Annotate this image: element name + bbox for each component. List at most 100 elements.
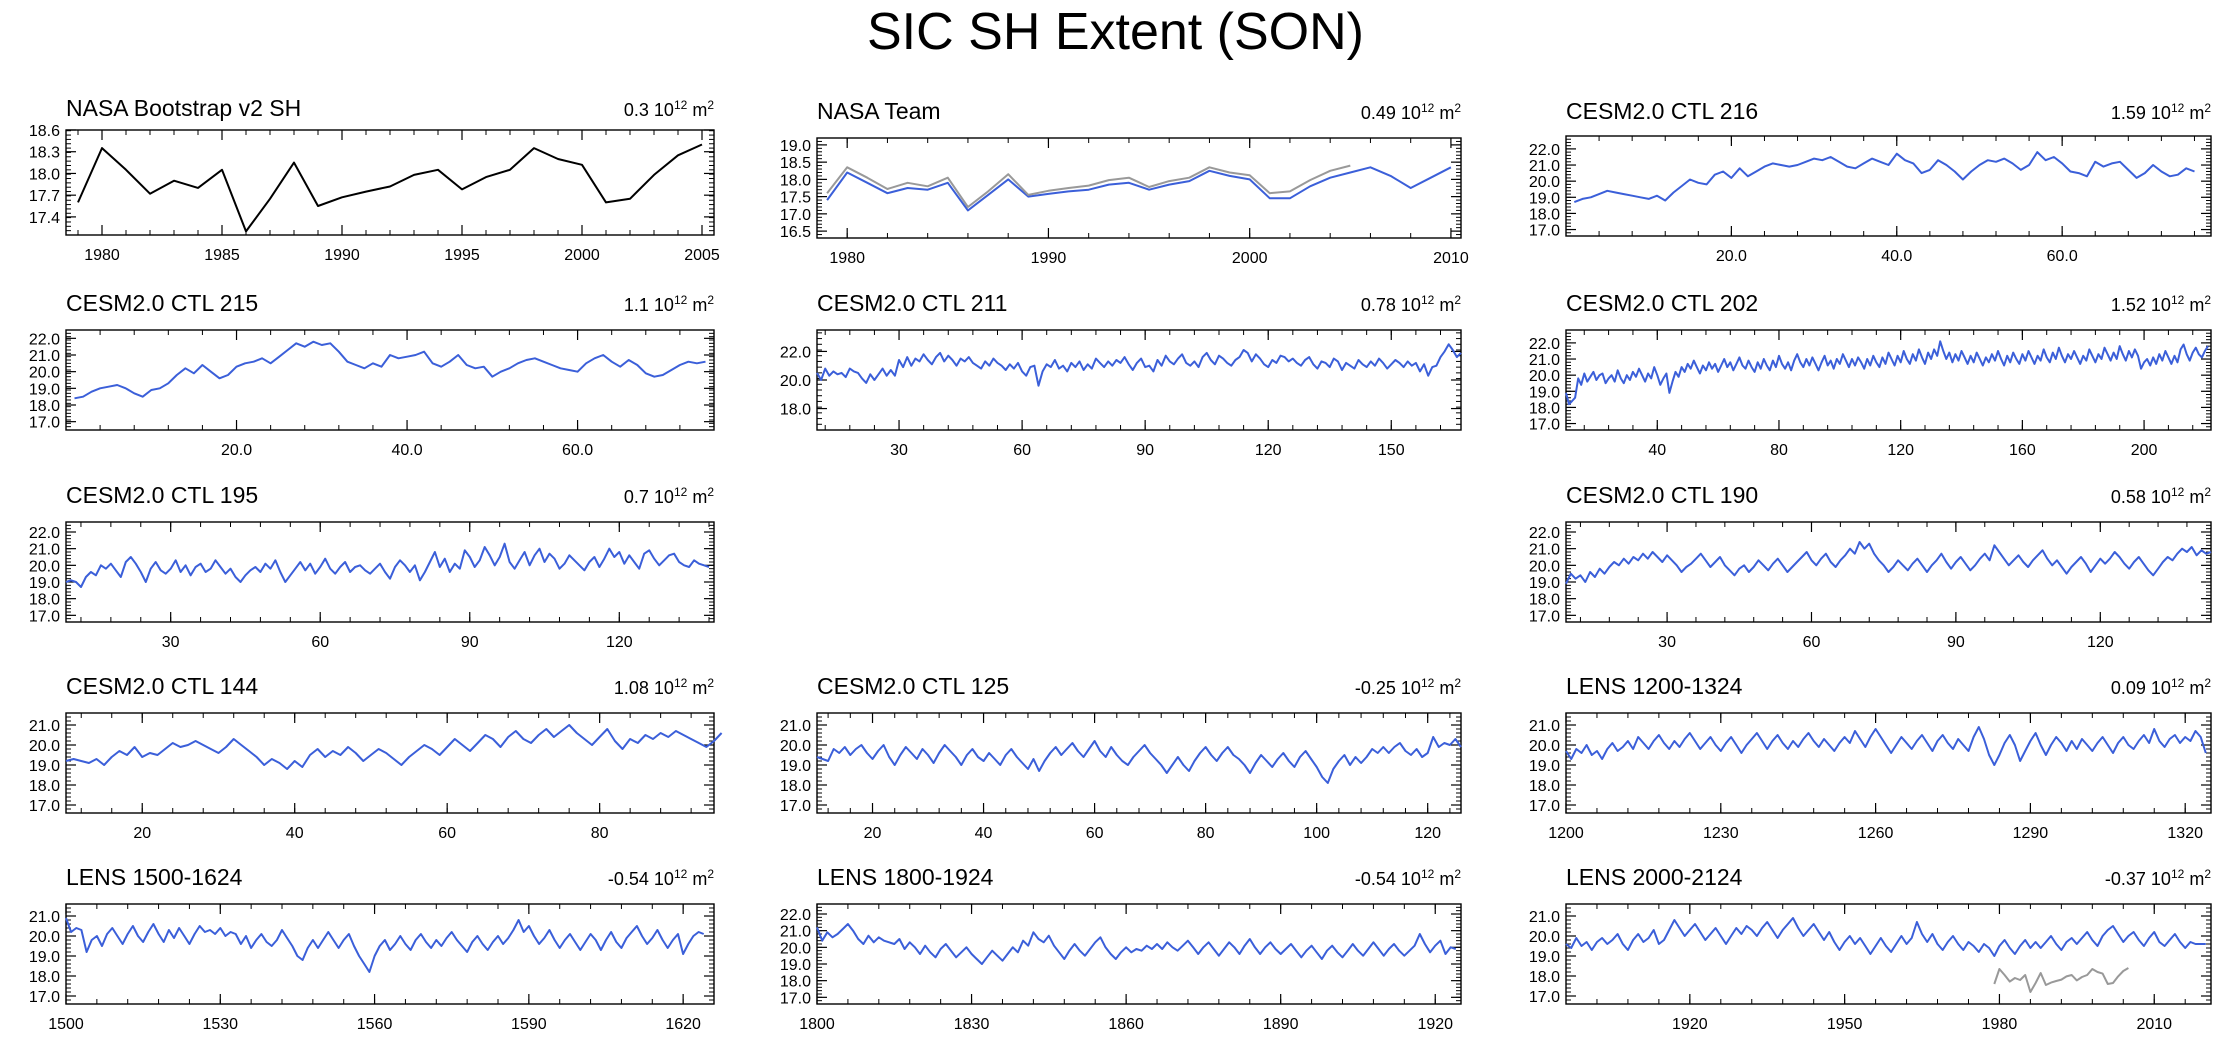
plot-frame [816,329,1462,431]
y-tick-label: 19.0 [1529,575,1560,592]
trend-unit-suffix: m [1439,295,1455,315]
y-tick-label: 17.0 [780,990,811,1007]
trend-unit-sq: 2 [707,867,714,881]
series-line [1565,726,2207,766]
trend-value: 0.09 [2110,678,2146,698]
x-tick-label: 1990 [1031,250,1067,267]
panel-trend: -0.54 1012 m2 [1355,867,1461,890]
plot-area: 17.0 18.0 19.0 20.0 21.0 1200 1230 1260 1290 1320 [1529,712,2212,842]
y-tick-label: 19.0 [29,949,60,966]
trend-unit-sq: 2 [2204,101,2211,115]
y-tick-label: 18.0 [29,398,60,415]
y-tick-label: 19.0 [1529,949,1560,966]
trend-unit-base: 10 [1400,103,1421,123]
plot-area: 17.018.019.020.021.022.020.0 40.0 60.0 [1529,135,2212,265]
y-tick-label: 20.0 [1529,738,1560,755]
trend-unit-exp: 12 [673,293,688,307]
trend-unit-exp: 12 [1420,101,1435,115]
trend-unit-exp: 12 [2170,867,2185,881]
x-tick-label: 1230 [1703,825,1739,842]
trend-unit-suffix: m [692,869,708,889]
trend-unit-sq: 2 [707,98,714,112]
x-tick-label: 20 [864,825,882,842]
panel-title: CESM2.0 CTL 215 [66,290,259,316]
y-tick-label: 18.0 [29,969,60,986]
x-tick-label: 30 [1658,634,1676,651]
panel-title: CESM2.0 CTL 216 [1566,98,1759,124]
x-tick-label: 20 [133,825,151,842]
y-tick-label: 18.0 [1529,592,1560,609]
panel-title: CESM2.0 CTL 202 [1566,290,1759,316]
y-tick-label: 20.0 [29,365,60,382]
series-line [65,917,705,973]
x-tick-label: 60 [1013,442,1031,459]
panel-ctl-144: CESM2.0 CTL 144 1.08 1012 m2 17.0 18.0 19.… [29,673,723,863]
trend-unit-exp: 12 [1420,293,1435,307]
panel-trend: 0.09 1012 m2 [2111,676,2211,699]
panel-ctl-211: CESM2.0 CTL 211 0.78 1012 m2 18.0 20.0 22.… [780,290,1462,480]
trend-value: 1.59 [2110,103,2146,123]
x-tick-label: 1995 [444,247,480,264]
panel-trend: -0.37 1012 m2 [2105,867,2211,890]
trend-unit-sq: 2 [707,676,714,690]
y-tick-label: 22.0 [1529,525,1560,542]
panel-title: NASA Bootstrap v2 SH [66,95,302,121]
trend-value: -0.25 [1354,678,1396,698]
trend-value: 0.49 [1360,103,1396,123]
x-tick-label: 1830 [954,1016,990,1033]
y-tick-label: 20.0 [29,929,60,946]
x-tick-label: 20.0 [221,442,252,459]
panel-trend: 0.58 1012 m2 [2111,485,2211,508]
panel-ctl-202: CESM2.0 CTL 202 1.52 1012 m2 17.0 18.0 19.… [1529,290,2212,480]
panel-lens-1200: LENS 1200-1324 0.09 1012 m2 17.0 18.0 19.0… [1529,673,2212,863]
series-line [1993,967,2129,993]
plot-frame [1565,135,2212,237]
panel-trend: 0.7 1012 m2 [624,485,714,508]
x-tick-label: 2005 [684,247,720,264]
y-tick-label: 22.0 [780,907,811,924]
y-tick-label: 22.0 [1529,142,1560,159]
y-tick-label: 17.0 [29,608,60,625]
trend-value: 0.58 [2110,487,2146,507]
trend-unit-sq: 2 [707,293,714,307]
x-tick-label: 200 [2131,442,2158,459]
y-tick-label: 18.0 [1529,778,1560,795]
panel-lens-1800: LENS 1800-1924 -0.54 1012 m2 17.0 18.0 19.… [780,864,1462,1053]
trend-unit-base: 10 [2150,487,2171,507]
y-tick-label: 21.0 [29,909,60,926]
trend-unit-base: 10 [653,869,674,889]
panel-trend: -0.54 1012 m2 [608,867,714,890]
trend-unit-exp: 12 [2170,676,2185,690]
trend-unit-exp: 12 [673,485,688,499]
trend-value: 0.78 [1360,295,1396,315]
trend-value: 1.08 [613,678,649,698]
y-tick-label: 19.0 [29,758,60,775]
y-tick-label: 19.0 [1529,758,1560,775]
panel-trend: 1.59 1012 m2 [2111,101,2211,124]
y-tick-label: 19.0 [29,381,60,398]
plot-area: 17.0 18.0 19.0 20.0 21.0 20 40 60 80 [29,712,723,842]
panel-ctl-125: CESM2.0 CTL 125 -0.25 1012 m2 17.0 18.0 19… [780,673,1462,863]
y-tick-label: 21.0 [29,718,60,735]
series-line [1565,541,2212,585]
x-tick-label: 1200 [1548,825,1584,842]
x-tick-label: 80 [591,825,609,842]
trend-unit-exp: 12 [2170,293,2185,307]
trend-unit-exp: 12 [2170,485,2185,499]
panel-title: CESM2.0 CTL 125 [817,673,1010,699]
y-tick-label: 21.0 [780,718,811,735]
trend-value: 1.1 [623,295,649,315]
panel-title: LENS 1800-1924 [817,864,994,890]
x-tick-label: 1500 [48,1016,84,1033]
x-tick-label: 160 [2009,442,2036,459]
plot-frame [816,712,1462,814]
y-tick-label: 22.0 [1529,336,1560,353]
x-tick-label: 60 [1803,634,1821,651]
y-tick-label: 17.4 [29,210,60,227]
y-tick-label: 21.0 [1529,909,1560,926]
x-tick-label: 60 [311,634,329,651]
y-tick-label: 22.0 [29,525,60,542]
plot-frame [65,329,715,431]
y-tick-label: 18.0 [1529,206,1560,223]
x-tick-label: 100 [1303,825,1330,842]
